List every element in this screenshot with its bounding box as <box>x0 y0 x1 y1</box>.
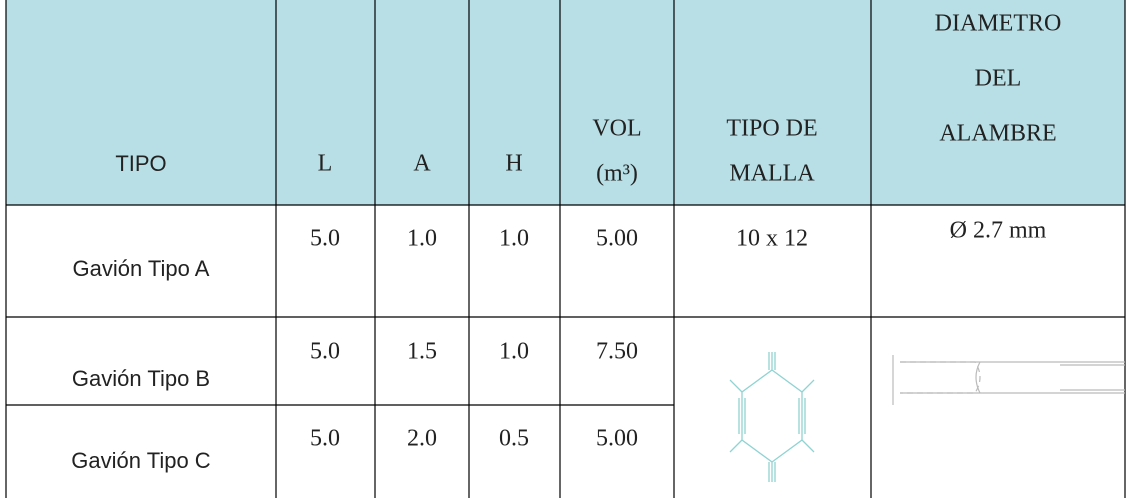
borders <box>5 0 1126 498</box>
cell: 7.50 <box>596 339 638 365</box>
row-label: Gavión Tipo B <box>72 366 210 391</box>
cell: 0.5 <box>499 426 529 452</box>
cell: 5.0 <box>310 426 340 452</box>
header-cell: TIPO <box>115 151 166 176</box>
cell: 1.0 <box>499 226 529 252</box>
header-cell: (m³) <box>596 161 638 187</box>
header-background <box>6 0 1125 205</box>
cell: 1.5 <box>407 339 437 365</box>
cell: Ø 2.7 mm <box>950 218 1047 244</box>
header-cell: VOL <box>592 116 641 142</box>
cell: 1.0 <box>499 339 529 365</box>
cell: 10 x 12 <box>736 226 808 252</box>
mesh-icon <box>729 352 815 482</box>
wire-icon <box>892 355 1125 405</box>
cell: 1.0 <box>407 226 437 252</box>
header-cell: DIAMETRO <box>935 11 1062 37</box>
header-cell: DEL <box>975 66 1022 92</box>
header-cell: MALLA <box>729 161 815 187</box>
cell: 2.0 <box>407 426 437 452</box>
cell: 5.00 <box>596 426 638 452</box>
header-cell: A <box>413 151 431 177</box>
row-label: Gavión Tipo A <box>73 256 210 281</box>
header-cell: H <box>505 151 522 177</box>
header-cell: TIPO DE <box>726 116 817 142</box>
cell: 5.00 <box>596 226 638 252</box>
row-label: Gavión Tipo C <box>71 448 211 473</box>
header-cell: ALAMBRE <box>939 121 1056 147</box>
cell: 5.0 <box>310 226 340 252</box>
header-cell: L <box>318 151 333 177</box>
cell: 5.0 <box>310 339 340 365</box>
